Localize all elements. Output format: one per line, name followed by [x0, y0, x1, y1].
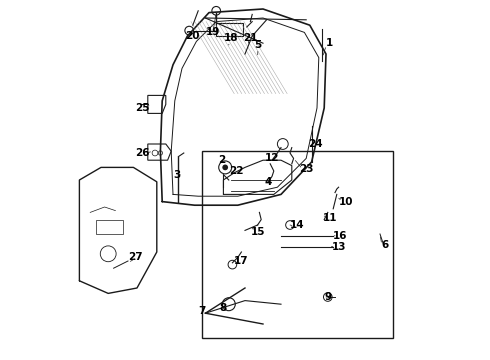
- Text: 1: 1: [326, 38, 333, 48]
- Text: 13: 13: [331, 242, 346, 252]
- Text: 4: 4: [265, 177, 272, 187]
- Text: 26: 26: [135, 148, 149, 158]
- Text: 10: 10: [339, 197, 353, 207]
- Text: 24: 24: [308, 139, 322, 149]
- Text: 19: 19: [205, 27, 220, 37]
- Text: 9: 9: [324, 292, 331, 302]
- Text: 22: 22: [229, 166, 243, 176]
- Text: 2: 2: [218, 155, 225, 165]
- Text: 15: 15: [250, 227, 265, 237]
- Text: 17: 17: [234, 256, 249, 266]
- Text: 3: 3: [173, 170, 180, 180]
- Text: 5: 5: [254, 40, 261, 50]
- Text: 27: 27: [128, 252, 143, 262]
- Text: 23: 23: [299, 164, 314, 174]
- Text: 12: 12: [265, 153, 279, 163]
- Text: 14: 14: [290, 220, 304, 230]
- Text: 11: 11: [322, 213, 337, 223]
- Bar: [96, 220, 122, 234]
- Circle shape: [222, 165, 228, 170]
- Text: 8: 8: [220, 303, 227, 313]
- Text: 16: 16: [333, 231, 347, 241]
- Text: 6: 6: [382, 240, 389, 250]
- Text: 20: 20: [186, 31, 200, 41]
- Text: 25: 25: [135, 103, 149, 113]
- Text: 21: 21: [243, 33, 258, 43]
- Text: 7: 7: [198, 306, 205, 316]
- Text: 18: 18: [223, 33, 238, 43]
